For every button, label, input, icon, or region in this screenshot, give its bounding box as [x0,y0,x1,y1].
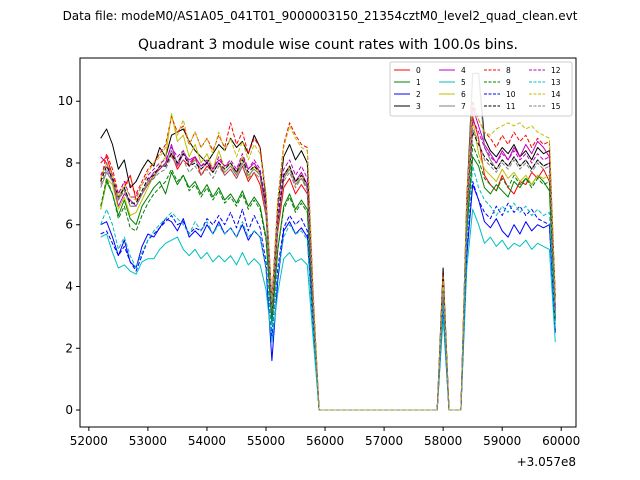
legend-label-4: 4 [461,66,466,75]
legend-label-9: 9 [506,78,511,87]
y-axis: 0 2 4 6 8 10 [58,94,80,417]
series-line-1 [100,156,556,411]
y-tick-label: 8 [65,156,73,170]
x-tick-label: 54000 [188,434,226,448]
x-tick-label: 58000 [424,434,462,448]
y-tick-label: 4 [65,280,73,294]
legend-label-2: 2 [416,90,421,99]
plot-area: 52000 53000 54000 55000 56000 57000 58000 59000… [58,57,580,469]
y-tick-label: 2 [65,341,73,355]
series-line-0 [100,116,556,411]
legend-label-7: 7 [461,102,466,111]
legend-frame [389,61,573,117]
series-line-11 [100,131,556,411]
legend-label-10: 10 [506,90,516,99]
legend-label-1: 1 [416,78,421,87]
axes-frame [79,57,577,428]
x-tick-label: 59000 [483,434,521,448]
y-tick-label: 10 [58,94,73,108]
legend-label-11: 11 [506,102,516,111]
legend-label-15: 15 [551,102,561,111]
x-tick-label: 52000 [70,434,108,448]
legend-label-12: 12 [551,66,561,75]
series-line-10 [100,181,556,411]
legend-label-6: 6 [461,90,466,99]
series-line-13 [100,165,556,411]
series-line-9 [100,144,556,411]
figure-suptitle: Data file: modeM0/AS1A05_041T01_90000031… [63,9,578,23]
series-layer [100,72,556,411]
legend-label-14: 14 [551,90,561,99]
series-line-8 [100,100,556,411]
y-tick-label: 6 [65,218,73,232]
series-line-15 [100,128,556,411]
series-line-14 [100,103,556,411]
x-tick-label: 57000 [365,434,403,448]
legend-label-3: 3 [416,102,421,111]
x-tick-label: 60000 [542,434,580,448]
x-tick-label: 55000 [247,434,285,448]
y-tick-label: 0 [65,403,73,417]
legend-label-5: 5 [461,78,466,87]
chart-title: Quadrant 3 module wise count rates with … [138,37,518,53]
x-offset-label: +3.057e8 [517,455,576,469]
legend-label-8: 8 [506,66,511,75]
legend-label-0: 0 [416,66,421,75]
x-axis: 52000 53000 54000 55000 56000 57000 58000 59000… [70,427,580,448]
legend-label-13: 13 [551,78,561,87]
series-line-5 [100,208,556,411]
x-tick-label: 56000 [306,434,344,448]
x-tick-label: 53000 [129,434,167,448]
